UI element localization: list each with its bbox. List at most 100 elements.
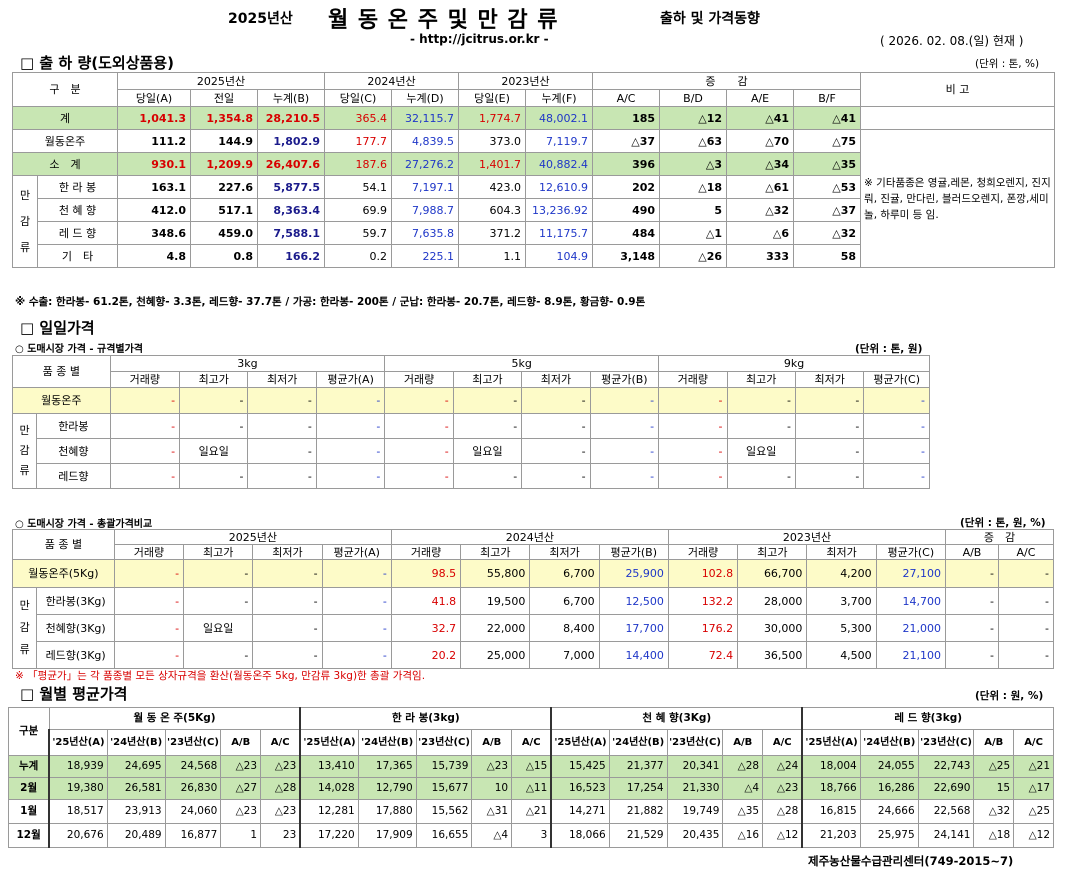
shipment-cell: 202 (592, 175, 661, 199)
shipment-row: 기 타 4.8 0.8 166.2 0.2 225.1 1.1 104.9 3,148 △26 33… (13, 244, 1055, 268)
col-max: 최고가 (183, 544, 254, 560)
total-cell: 27,100 (875, 559, 946, 588)
shipment-cell: △70 (726, 129, 795, 153)
monthly-cell: △23 (260, 755, 301, 778)
shipment-cell: 423.0 (458, 175, 527, 199)
monthly-cell: △12 (762, 823, 803, 848)
daily-unit: (단위 : 톤, 원) (855, 343, 923, 355)
col-volume: 거래량 (390, 544, 462, 560)
col-ac: A/C (260, 729, 301, 756)
daily-row: 월동온주 - - - - - - - - - - - - (12, 387, 930, 414)
group-char: 감 (19, 444, 30, 457)
total-cell: 132.2 (667, 587, 739, 615)
total-cell: 19,500 (460, 587, 531, 615)
daily-cell: - (794, 438, 865, 464)
total-cell: - (997, 559, 1055, 588)
col-avg-c: 평균가(C) (863, 371, 930, 388)
shipment-cell: 7,635.8 (390, 221, 460, 245)
total-cell: - (321, 614, 392, 642)
monthly-cell: △27 (220, 777, 262, 800)
section-monthly-title: □ 월별 평균가격 (20, 685, 128, 703)
col-volume: 거래량 (384, 371, 454, 388)
total-cell: 30,000 (737, 614, 808, 642)
col-9kg: 9kg (658, 355, 930, 372)
shipment-cell: 163.1 (117, 175, 191, 199)
col-avg-b: 평균가(B) (598, 544, 669, 560)
site-url[interactable]: - http://jcitrus.or.kr - (410, 32, 549, 46)
shipment-cell: 144.9 (190, 129, 258, 153)
row-label: 월동온주 (12, 387, 111, 414)
daily-cell: - (109, 438, 181, 464)
daily-cell: - (179, 463, 249, 489)
daily-cell: - (863, 463, 930, 489)
shipment-cell: △41 (726, 106, 795, 130)
monthly-cell: 24,695 (106, 755, 166, 778)
monthly-price-table: 구분 월 동 온 주(5Kg) 한 라 봉(3kg) 천 혜 향(3Kg) 레 … (8, 707, 1055, 848)
shipment-cell: △61 (726, 175, 795, 199)
monthly-cell: 19,749 (666, 799, 724, 824)
daily-cell: - (863, 438, 930, 464)
daily-cell: - (863, 387, 930, 414)
monthly-cell: △31 (471, 799, 513, 824)
shipment-cell: 48,002.1 (525, 106, 594, 130)
shipment-cell: 7,988.7 (390, 198, 460, 222)
shipment-footnote: ※ 수출: 한라봉- 61.2톤, 천혜향- 3.3톤, 레드향- 37.7톤 … (15, 296, 646, 308)
shipment-cell: 166.2 (257, 244, 325, 268)
monthly-cell: 15,677 (415, 777, 473, 800)
col-max: 최고가 (452, 371, 523, 388)
daily-cell: - (315, 387, 386, 414)
shipment-cell: 12,610.9 (525, 175, 594, 199)
shipment-cell: 40,882.4 (525, 152, 594, 176)
row-label: 12월 (8, 823, 50, 848)
col-c2: 전일 (190, 89, 258, 107)
monthly-cell: △4 (471, 823, 513, 848)
total-cell: - (944, 641, 999, 669)
col-ab: A/B (973, 729, 1015, 756)
shipment-cell: 459.0 (190, 221, 258, 245)
row-label: 한 라 봉 (37, 175, 118, 199)
monthly-cell: 18,939 (48, 755, 108, 778)
shipment-cell: △53 (793, 175, 862, 199)
daily-cell: - (863, 413, 930, 439)
shipment-cell: △32 (793, 221, 862, 245)
shipment-cell: 373.0 (458, 129, 527, 153)
col-gubun: 구분 (8, 707, 50, 756)
total-cell: 6,700 (529, 559, 600, 588)
total-cell: 21,000 (875, 614, 946, 642)
total-cell: 41.8 (390, 587, 462, 615)
col-a: '25년산(A) (48, 729, 108, 756)
col-change: 증 감 (944, 529, 1055, 545)
total-cell: 22,000 (460, 614, 531, 642)
col-ac: A/C (997, 544, 1055, 560)
total-cell: - (944, 614, 999, 642)
monthly-cell: 16,655 (415, 823, 473, 848)
shipment-cell: 54.1 (324, 175, 392, 199)
col-c4: 당일(C) (324, 89, 392, 107)
monthly-cell: 17,880 (357, 799, 417, 824)
col-b: '24년산(B) (608, 729, 668, 756)
col-ac: A/C (511, 729, 552, 756)
shipment-cell: 5,877.5 (257, 175, 325, 199)
shipment-cell: 490 (592, 198, 661, 222)
row-label: 한라봉 (36, 413, 111, 439)
col-5kg: 5kg (384, 355, 660, 372)
daily-cell: - (452, 463, 523, 489)
total-cell: 55,800 (460, 559, 531, 588)
daily-cell: - (794, 413, 865, 439)
monthly-row: 12월 20,676 20,489 16,877 1 23 17,220 17,909 16,6… (8, 823, 1054, 848)
group-cheonhyehyang: 천 혜 향(3Kg) (550, 707, 803, 730)
group-char: 만 (19, 424, 30, 437)
col-2025: 2025년산 (113, 529, 392, 545)
shipment-cell: 0.8 (190, 244, 258, 268)
monthly-cell: 19,380 (48, 777, 108, 800)
monthly-cell: 25,975 (859, 823, 919, 848)
shipment-cell: △32 (726, 198, 795, 222)
total-cell: 12,500 (598, 587, 669, 615)
row-label: 1월 (8, 799, 50, 824)
row-label: 천혜향(3Kg) (36, 614, 115, 642)
total-row: 천혜향(3Kg) - 일요일 - -32.7 22,000 8,400 17,700 176.2… (13, 614, 1055, 642)
shipment-cell: 111.2 (117, 129, 191, 153)
total-cell: 8,400 (529, 614, 600, 642)
total-cell: 98.5 (390, 559, 462, 588)
